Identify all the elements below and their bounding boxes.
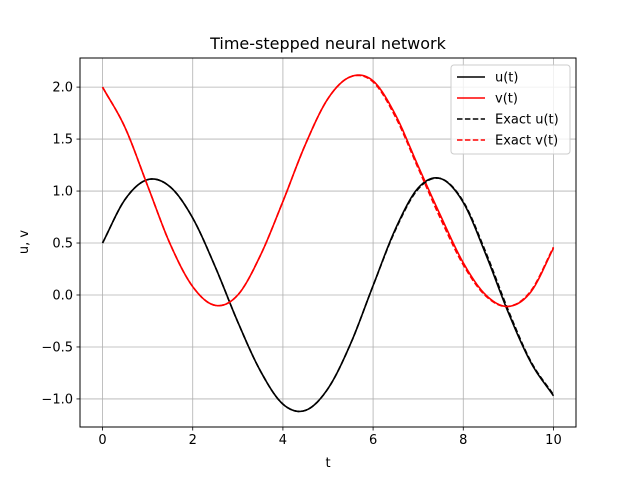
y-tick-label: 1.5 <box>52 133 73 148</box>
ticks: 0 2 4 6 8 10 −1.0 −0.5 0.0 0.5 1.0 1.5 2.0 <box>41 81 561 448</box>
y-tick-label: −1.0 <box>41 392 73 407</box>
series-line-2 <box>101 177 555 413</box>
y-tick-label: 0.0 <box>52 288 73 303</box>
y-tick-label: −0.5 <box>41 340 73 355</box>
legend-label-1: v(t) <box>495 92 518 107</box>
x-tick-label: 8 <box>459 433 467 448</box>
y-axis-label: u, v <box>17 230 32 255</box>
y-tick-label: 2.0 <box>52 81 73 96</box>
plot-lines <box>101 74 555 413</box>
series-line-3 <box>101 74 555 308</box>
legend-box <box>450 64 571 155</box>
chart-title: Time-stepped neural network <box>209 34 447 53</box>
legend-label-0: u(t) <box>495 71 518 86</box>
x-tick-label: 6 <box>369 433 377 448</box>
x-axis-label: t <box>325 456 330 471</box>
x-tick-label: 0 <box>98 433 106 448</box>
x-tick-label: 10 <box>545 433 562 448</box>
axes-frame <box>79 57 577 428</box>
legend-label-2: Exact u(t) <box>495 113 559 128</box>
legend-label-3: Exact v(t) <box>495 134 558 149</box>
y-tick-label: 0.5 <box>52 237 73 252</box>
y-tick-label: 1.0 <box>52 185 73 200</box>
grid <box>80 58 576 427</box>
x-tick-label: 4 <box>279 433 287 448</box>
x-tick-label: 2 <box>189 433 197 448</box>
legend: u(t) v(t) Exact u(t) Exact v(t) <box>450 64 571 155</box>
